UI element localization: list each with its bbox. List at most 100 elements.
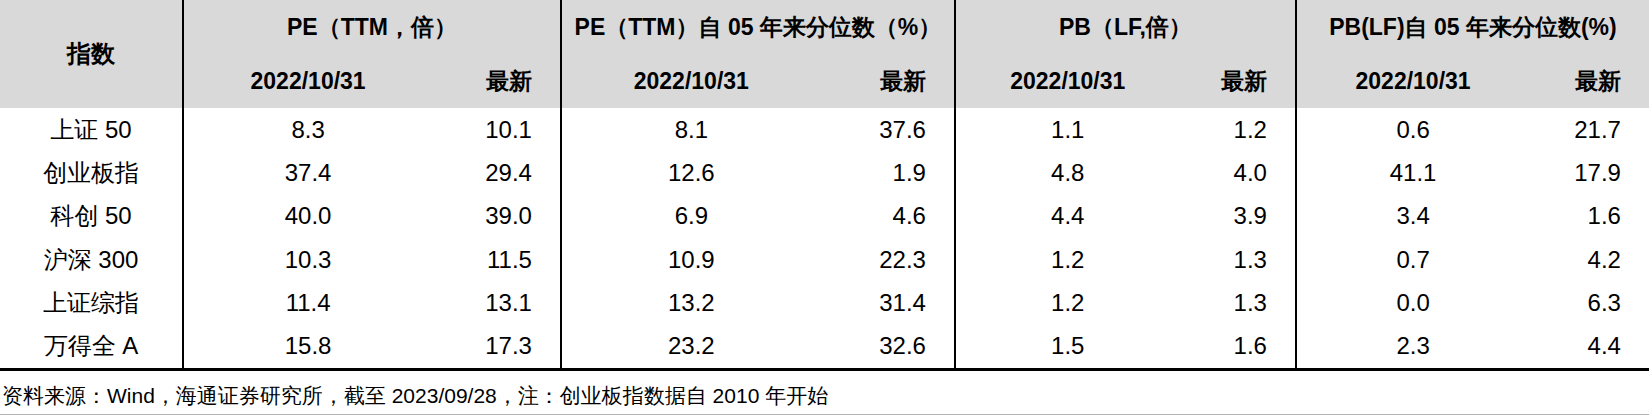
cell-group: 4.4 3.9 <box>954 195 1295 238</box>
subheader-latest: 最新 <box>1529 66 1649 97</box>
cell-value: 13.1 <box>432 289 560 317</box>
group-subheaders: 2022/10/31 最新 <box>562 54 954 108</box>
cell-group: 6.9 4.6 <box>560 195 954 238</box>
cell-value: 0.7 <box>1297 246 1529 274</box>
cell-value: 1.3 <box>1180 246 1295 274</box>
cell-value: 3.4 <box>1297 202 1529 230</box>
table-row-wind-all-a: 万得全 A 15.8 17.3 23.2 32.6 1.5 1.6 2.3 4.… <box>0 325 1649 368</box>
table-body: 上证 50 8.3 10.1 8.1 37.6 1.1 1.2 0.6 21.7 <box>0 108 1649 368</box>
row-label: 创业板指 <box>0 151 182 194</box>
cell-group: 10.3 11.5 <box>182 238 560 281</box>
index-column-header: 指数 <box>0 0 182 108</box>
table-row-sse-composite: 上证综指 11.4 13.1 13.2 31.4 1.2 1.3 0.0 6.3 <box>0 281 1649 324</box>
group-subheaders: 2022/10/31 最新 <box>184 54 560 108</box>
cell-value: 1.5 <box>956 332 1180 360</box>
cell-value: 13.2 <box>562 289 821 317</box>
row-label: 万得全 A <box>0 325 182 368</box>
cell-value: 4.6 <box>821 202 954 230</box>
cell-value: 23.2 <box>562 332 821 360</box>
cell-value: 1.1 <box>956 116 1180 144</box>
cell-value: 31.4 <box>821 289 954 317</box>
header-group-pb-percentile: PB(LF)自 05 年来分位数(%) 2022/10/31 最新 <box>1295 0 1649 108</box>
cell-value: 3.9 <box>1180 202 1295 230</box>
group-subheaders: 2022/10/31 最新 <box>1297 54 1649 108</box>
table-header: 指数 PE（TTM，倍） 2022/10/31 最新 PE（TTM）自 05 年… <box>0 0 1649 108</box>
cell-group: 1.2 1.3 <box>954 238 1295 281</box>
cell-value: 1.2 <box>956 246 1180 274</box>
subheader-date: 2022/10/31 <box>562 68 821 95</box>
cell-group: 1.2 1.3 <box>954 281 1295 324</box>
cell-value: 8.3 <box>184 116 432 144</box>
cell-group: 0.6 21.7 <box>1295 108 1649 151</box>
index-valuation-table: 指数 PE（TTM，倍） 2022/10/31 最新 PE（TTM）自 05 年… <box>0 0 1649 371</box>
bottom-divider <box>0 414 1649 415</box>
cell-value: 22.3 <box>821 246 954 274</box>
cell-value: 1.9 <box>821 159 954 187</box>
cell-group: 1.5 1.6 <box>954 325 1295 368</box>
cell-value: 1.6 <box>1180 332 1295 360</box>
cell-group: 15.8 17.3 <box>182 325 560 368</box>
header-group-pe-ttm: PE（TTM，倍） 2022/10/31 最新 <box>182 0 560 108</box>
row-label: 科创 50 <box>0 195 182 238</box>
row-label: 沪深 300 <box>0 238 182 281</box>
group-title: PB(LF)自 05 年来分位数(%) <box>1297 0 1649 54</box>
cell-value: 15.8 <box>184 332 432 360</box>
subheader-date: 2022/10/31 <box>956 68 1180 95</box>
cell-value: 1.2 <box>1180 116 1295 144</box>
cell-value: 0.0 <box>1297 289 1529 317</box>
cell-value: 4.4 <box>956 202 1180 230</box>
header-group-pb-lf: PB（LF,倍） 2022/10/31 最新 <box>954 0 1295 108</box>
cell-group: 12.6 1.9 <box>560 151 954 194</box>
cell-value: 12.6 <box>562 159 821 187</box>
cell-value: 4.8 <box>956 159 1180 187</box>
cell-value: 6.3 <box>1529 289 1649 317</box>
row-label: 上证综指 <box>0 281 182 324</box>
subheader-latest: 最新 <box>821 66 954 97</box>
cell-value: 40.0 <box>184 202 432 230</box>
valuation-table-page: 指数 PE（TTM，倍） 2022/10/31 最新 PE（TTM）自 05 年… <box>0 0 1649 418</box>
cell-group: 41.1 17.9 <box>1295 151 1649 194</box>
group-title: PE（TTM，倍） <box>184 0 560 54</box>
cell-group: 37.4 29.4 <box>182 151 560 194</box>
cell-value: 8.1 <box>562 116 821 144</box>
cell-value: 2.3 <box>1297 332 1529 360</box>
cell-group: 1.1 1.2 <box>954 108 1295 151</box>
cell-value: 10.3 <box>184 246 432 274</box>
subheader-date: 2022/10/31 <box>184 68 432 95</box>
cell-group: 40.0 39.0 <box>182 195 560 238</box>
group-title: PB（LF,倍） <box>956 0 1295 54</box>
cell-value: 1.6 <box>1529 202 1649 230</box>
cell-value: 4.4 <box>1529 332 1649 360</box>
cell-group: 3.4 1.6 <box>1295 195 1649 238</box>
cell-group: 8.1 37.6 <box>560 108 954 151</box>
cell-value: 39.0 <box>432 202 560 230</box>
cell-group: 13.2 31.4 <box>560 281 954 324</box>
cell-value: 37.6 <box>821 116 954 144</box>
cell-value: 0.6 <box>1297 116 1529 144</box>
cell-value: 1.2 <box>956 289 1180 317</box>
table-row-sse50: 上证 50 8.3 10.1 8.1 37.6 1.1 1.2 0.6 21.7 <box>0 108 1649 151</box>
subheader-date: 2022/10/31 <box>1297 68 1529 95</box>
cell-value: 10.9 <box>562 246 821 274</box>
source-note: 资料来源：Wind，海通证券研究所，截至 2023/09/28，注：创业板指数据… <box>0 371 1649 410</box>
row-label: 上证 50 <box>0 108 182 151</box>
cell-group: 10.9 22.3 <box>560 238 954 281</box>
cell-value: 21.7 <box>1529 116 1649 144</box>
cell-group: 0.7 4.2 <box>1295 238 1649 281</box>
group-subheaders: 2022/10/31 最新 <box>956 54 1295 108</box>
cell-value: 41.1 <box>1297 159 1529 187</box>
table-row-csi300: 沪深 300 10.3 11.5 10.9 22.3 1.2 1.3 0.7 4… <box>0 238 1649 281</box>
cell-value: 11.4 <box>184 289 432 317</box>
cell-group: 8.3 10.1 <box>182 108 560 151</box>
cell-value: 1.3 <box>1180 289 1295 317</box>
cell-value: 32.6 <box>821 332 954 360</box>
cell-value: 17.9 <box>1529 159 1649 187</box>
cell-group: 2.3 4.4 <box>1295 325 1649 368</box>
table-row-star50: 科创 50 40.0 39.0 6.9 4.6 4.4 3.9 3.4 1.6 <box>0 195 1649 238</box>
table-row-chinext: 创业板指 37.4 29.4 12.6 1.9 4.8 4.0 41.1 17.… <box>0 151 1649 194</box>
subheader-latest: 最新 <box>432 66 560 97</box>
cell-value: 6.9 <box>562 202 821 230</box>
header-group-pe-percentile: PE（TTM）自 05 年来分位数（%） 2022/10/31 最新 <box>560 0 954 108</box>
cell-value: 10.1 <box>432 116 560 144</box>
cell-group: 4.8 4.0 <box>954 151 1295 194</box>
